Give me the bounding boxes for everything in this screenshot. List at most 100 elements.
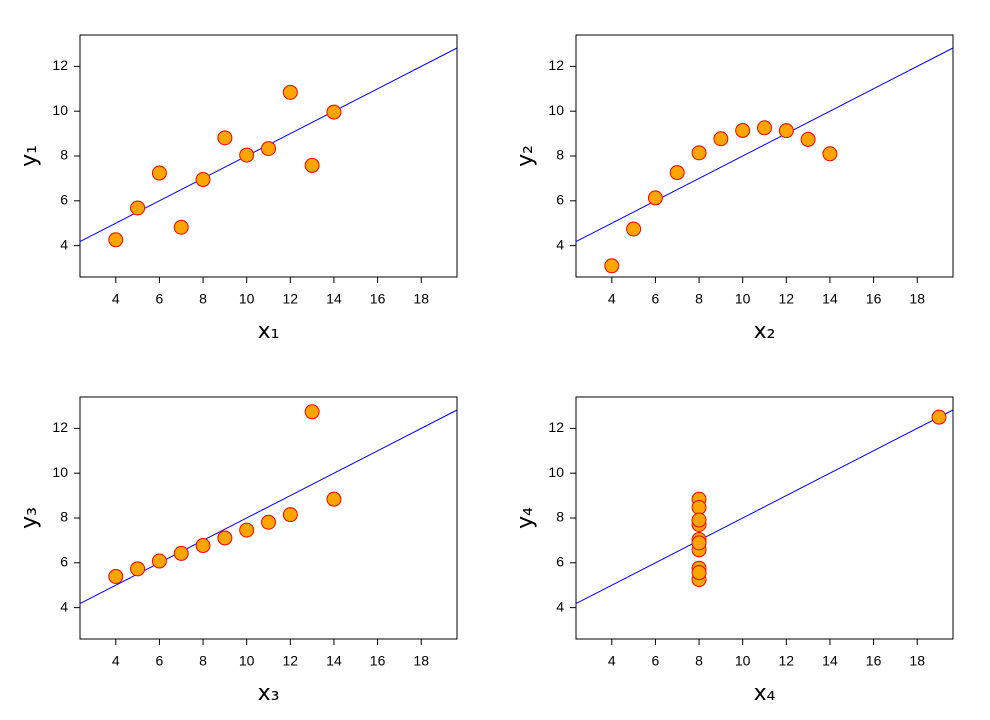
y-tick-label: 10 (52, 102, 68, 118)
point (151, 553, 167, 569)
x-axis-label: x₁ (258, 319, 280, 344)
x-tick-label: 10 (735, 653, 751, 669)
x-axis-label: x₃ (258, 681, 280, 706)
y-tick-label: 4 (556, 236, 564, 252)
y-tick-label: 12 (52, 57, 68, 73)
x-tick-label: 10 (239, 653, 255, 669)
point (931, 409, 947, 425)
y-tick-label: 12 (548, 57, 564, 73)
x-tick-label: 8 (199, 291, 207, 307)
y-tick-label: 4 (556, 598, 564, 614)
point (130, 561, 146, 577)
point (130, 200, 146, 216)
x-tick-label: 4 (112, 291, 120, 307)
point (282, 84, 298, 100)
x-tick-label: 6 (652, 291, 660, 307)
point (217, 530, 233, 546)
point (669, 165, 685, 181)
point (326, 491, 342, 507)
point (239, 147, 255, 163)
y-axis-label: y₁ (17, 145, 42, 167)
x-tick-label: 16 (866, 291, 882, 307)
point (691, 535, 707, 551)
point (304, 404, 320, 420)
x-tick-label: 14 (326, 291, 342, 307)
x-tick-label: 10 (735, 291, 751, 307)
x-tick-label: 18 (909, 291, 925, 307)
point (647, 190, 663, 206)
y-tick-label: 12 (52, 419, 68, 435)
x-tick-label: 14 (822, 291, 838, 307)
y-tick-label: 6 (556, 192, 564, 208)
y-tick-label: 4 (60, 598, 68, 614)
x-tick-label: 14 (822, 653, 838, 669)
x-axis-label: x₂ (754, 319, 776, 344)
point (282, 507, 298, 523)
point (757, 120, 772, 136)
point (304, 157, 320, 173)
y-tick-label: 6 (60, 554, 68, 570)
x-axis-label: x₄ (754, 681, 776, 706)
y-tick-label: 8 (556, 509, 564, 525)
plot-frame (575, 34, 954, 278)
y-tick-label: 6 (556, 554, 564, 570)
x-tick-label: 10 (239, 291, 255, 307)
x-tick-label: 18 (909, 653, 925, 669)
y-tick-label: 10 (548, 102, 564, 118)
point (800, 131, 816, 147)
y-tick-label: 6 (60, 192, 68, 208)
point (151, 165, 167, 181)
point (108, 232, 124, 248)
y-axis-label: y₂ (513, 145, 538, 167)
point (326, 104, 342, 120)
y-tick-label: 8 (60, 147, 68, 163)
point (195, 172, 211, 188)
x-tick-label: 6 (156, 653, 164, 669)
x-tick-label: 18 (413, 291, 429, 307)
x-tick-label: 8 (695, 291, 703, 307)
point (195, 538, 211, 554)
point (822, 146, 838, 162)
y-tick-label: 4 (60, 236, 68, 252)
x-tick-label: 12 (779, 653, 795, 669)
point (604, 258, 620, 274)
y-tick-label: 8 (60, 509, 68, 525)
point (691, 565, 707, 581)
x-tick-label: 6 (156, 291, 164, 307)
x-tick-label: 4 (608, 291, 616, 307)
y-tick-label: 10 (548, 464, 564, 480)
x-tick-label: 12 (283, 653, 299, 669)
y-axis-label: y₃ (17, 507, 42, 529)
point (217, 130, 233, 146)
x-tick-label: 18 (413, 653, 429, 669)
x-tick-label: 12 (779, 291, 795, 307)
x-tick-label: 4 (608, 653, 616, 669)
point (691, 499, 707, 515)
point (173, 219, 189, 235)
y-axis-label: y₄ (513, 507, 538, 529)
x-tick-label: 14 (326, 653, 342, 669)
point (239, 522, 255, 538)
point (691, 512, 707, 528)
point (173, 545, 189, 561)
point (778, 123, 794, 139)
x-tick-label: 8 (695, 653, 703, 669)
fit-line (575, 47, 954, 243)
x-tick-label: 6 (652, 653, 660, 669)
y-tick-label: 8 (556, 147, 564, 163)
point (261, 141, 276, 157)
x-tick-label: 12 (283, 291, 299, 307)
point (626, 221, 642, 237)
point (713, 131, 729, 147)
x-tick-label: 16 (370, 291, 386, 307)
point (108, 568, 124, 584)
point (691, 145, 707, 161)
y-tick-label: 12 (548, 419, 564, 435)
plot-frame (575, 396, 954, 640)
x-tick-label: 8 (199, 653, 207, 669)
point (261, 514, 276, 530)
fit-line (575, 409, 954, 605)
x-tick-label: 4 (112, 653, 120, 669)
